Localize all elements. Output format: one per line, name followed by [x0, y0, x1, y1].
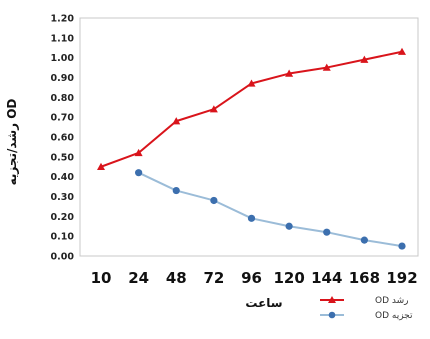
- series-layer: [97, 47, 406, 250]
- x-tick-label: 168: [349, 269, 380, 287]
- legend-label: تجزیه OD: [375, 311, 413, 321]
- y-axis-ticks: 0.00 0.10 0.20 0.30 0.40 0.50 0.60 0.70 0.80 0.90…: [51, 14, 75, 263]
- y-tick-label: 0.90: [51, 73, 75, 84]
- data-point-triangle: [172, 117, 181, 125]
- data-point-triangle: [285, 69, 294, 77]
- y-tick-label: 1.00: [51, 53, 75, 64]
- legend-item: رشد OD: [320, 296, 409, 306]
- x-tick-label: 72: [203, 269, 224, 287]
- data-point-triangle: [322, 63, 331, 71]
- data-point-triangle: [134, 148, 143, 157]
- x-tick-label: 120: [273, 269, 304, 287]
- data-point-circle: [360, 236, 368, 244]
- data-point-circle: [285, 222, 293, 230]
- legend-marker-triangle: [328, 296, 336, 303]
- x-tick-label: 24: [128, 269, 149, 287]
- plot-area-border: [79, 17, 419, 257]
- legend: رشد OD تجزیه OD: [320, 296, 413, 321]
- x-tick-label: 10: [91, 269, 112, 287]
- y-tick-label: 0.80: [51, 93, 75, 104]
- data-point-circle: [210, 196, 218, 205]
- y-tick-label: 0.00: [51, 252, 75, 263]
- y-tick-label: 0.20: [51, 212, 75, 223]
- x-tick-label: 144: [311, 269, 342, 287]
- y-tick-label: 0.60: [51, 133, 75, 144]
- data-point-triangle: [360, 55, 369, 63]
- y-tick-label: 1.10: [51, 33, 75, 44]
- x-tick-label: 96: [241, 269, 262, 287]
- series-growth: [97, 47, 406, 170]
- x-axis-ticks: 10 24 48 72 96 120 144 168 192: [91, 269, 418, 287]
- data-point-triangle: [247, 79, 256, 87]
- data-point-circle: [247, 214, 256, 222]
- y-tick-label: 0.40: [51, 172, 75, 183]
- data-point-circle: [323, 228, 331, 236]
- data-point-circle: [135, 169, 143, 177]
- data-point-triangle: [209, 105, 218, 113]
- x-axis-title: ساعت: [245, 296, 282, 310]
- legend-item: تجزیه OD: [320, 311, 413, 321]
- data-point-circle: [398, 242, 406, 250]
- plot-frame: [79, 17, 419, 257]
- y-tick-label: 0.50: [51, 152, 75, 163]
- y-axis-title: رشد/تجزیه OD: [5, 99, 19, 186]
- x-tick-label: 192: [386, 269, 417, 287]
- y-tick-label: 0.70: [51, 113, 75, 124]
- y-tick-label: 0.10: [51, 232, 75, 243]
- y-tick-label: 1.20: [51, 14, 75, 25]
- y-tick-label: 0.30: [51, 192, 75, 203]
- x-tick-label: 48: [166, 269, 187, 287]
- legend-marker-circle: [328, 311, 336, 319]
- legend-label: رشد OD: [375, 296, 409, 306]
- series-line: [138, 171, 403, 248]
- series-line: [100, 50, 403, 168]
- data-point-circle: [172, 186, 180, 195]
- series-degradation: [135, 169, 406, 250]
- data-point-triangle: [97, 162, 105, 170]
- data-point-triangle: [398, 47, 406, 55]
